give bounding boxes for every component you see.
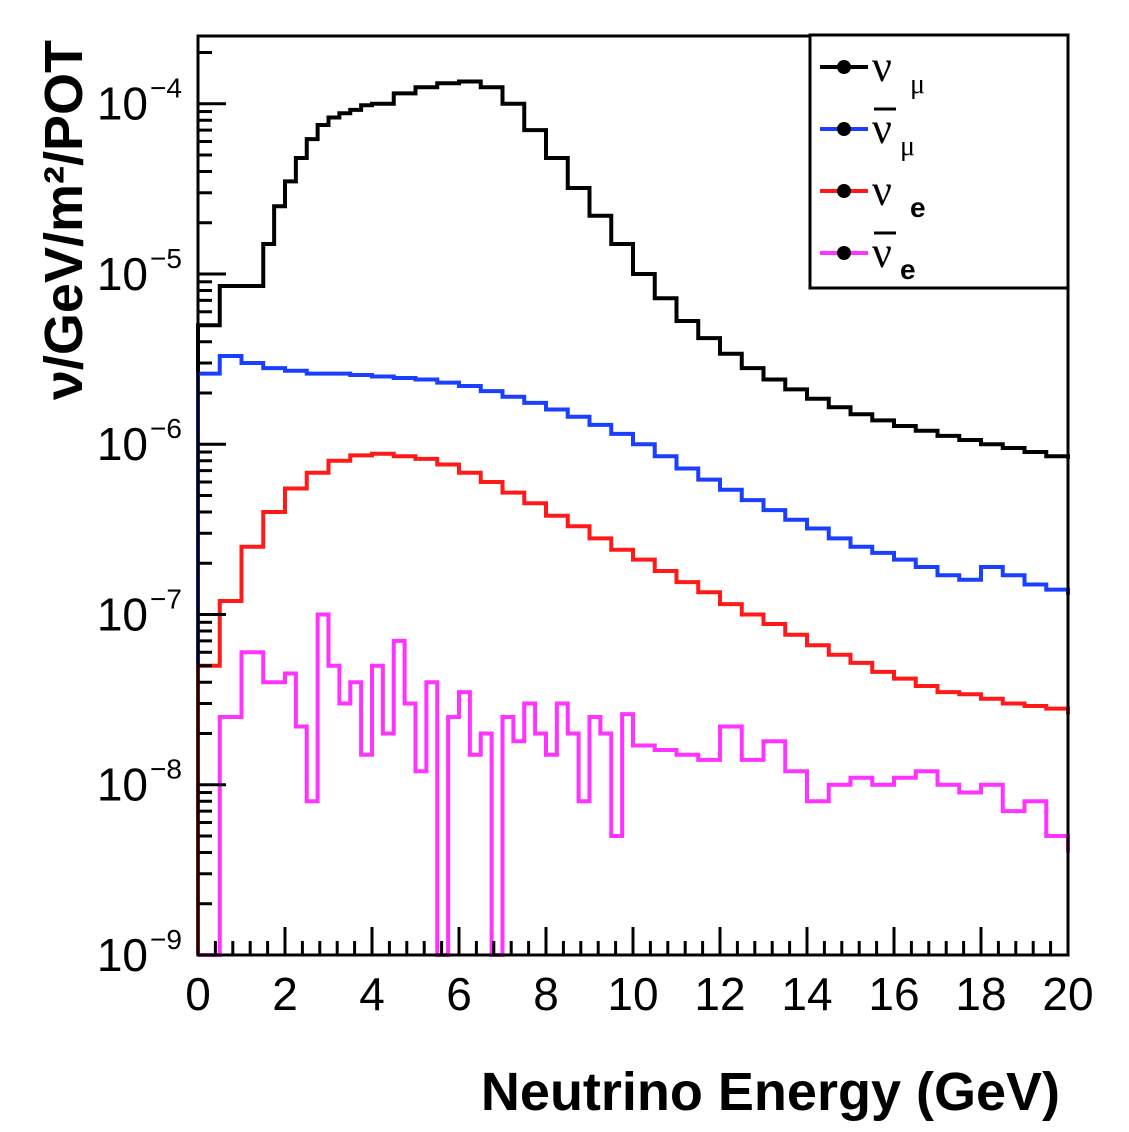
y-tick-label: 10 [97, 929, 148, 981]
x-tick-label: 6 [446, 968, 472, 1020]
svg-text:e: e [900, 254, 916, 285]
svg-text:e: e [910, 192, 926, 223]
svg-text:ν: ν [872, 42, 892, 91]
x-tick-label: 8 [533, 968, 559, 1020]
series-line-1 [196, 353, 1070, 955]
x-tick-label: 18 [955, 968, 1006, 1020]
y-tick-exponent: −4 [150, 73, 182, 104]
y-tick-exponent: −7 [150, 583, 182, 614]
legend-marker [837, 60, 851, 74]
series-line-3 [198, 612, 1070, 957]
svg-text:ν: ν [872, 228, 892, 277]
y-tick-label: 10 [97, 759, 148, 811]
y-tick-exponent: −9 [150, 924, 182, 955]
x-axis-title: Neutrino Energy (GeV) [481, 1062, 1060, 1122]
svg-text:ν: ν [872, 166, 892, 215]
y-tick-exponent: −5 [150, 243, 182, 274]
x-tick-label: 2 [272, 968, 298, 1020]
legend-box [808, 33, 1070, 290]
series-line-2 [196, 451, 1070, 955]
legend-marker [837, 184, 851, 198]
x-tick-label: 4 [359, 968, 385, 1020]
y-tick-label: 10 [97, 248, 148, 300]
svg-text:μ: μ [910, 69, 925, 100]
y-tick-exponent: −8 [150, 754, 182, 785]
y-tick-exponent: −6 [150, 413, 182, 444]
svg-text:ν: ν [872, 104, 892, 153]
series-layer [196, 79, 1070, 957]
legend-marker [837, 246, 851, 260]
x-tick-label: 10 [607, 968, 658, 1020]
x-tick-label: 0 [185, 968, 211, 1020]
x-tick-label: 16 [868, 968, 919, 1020]
legend-marker [837, 122, 851, 136]
legend: ν μν μν eν e [808, 33, 1070, 290]
x-tick-label: 14 [781, 968, 832, 1020]
x-tick-label: 12 [694, 968, 745, 1020]
y-tick-label: 10 [97, 418, 148, 470]
y-tick-label: 10 [97, 588, 148, 640]
y-tick-label: 10 [97, 78, 148, 130]
series-line-0 [196, 79, 1070, 955]
x-tick-label: 20 [1042, 968, 1093, 1020]
svg-text:μ: μ [900, 131, 915, 162]
y-axis-title: ν/GeV/m²/POT [34, 40, 94, 400]
